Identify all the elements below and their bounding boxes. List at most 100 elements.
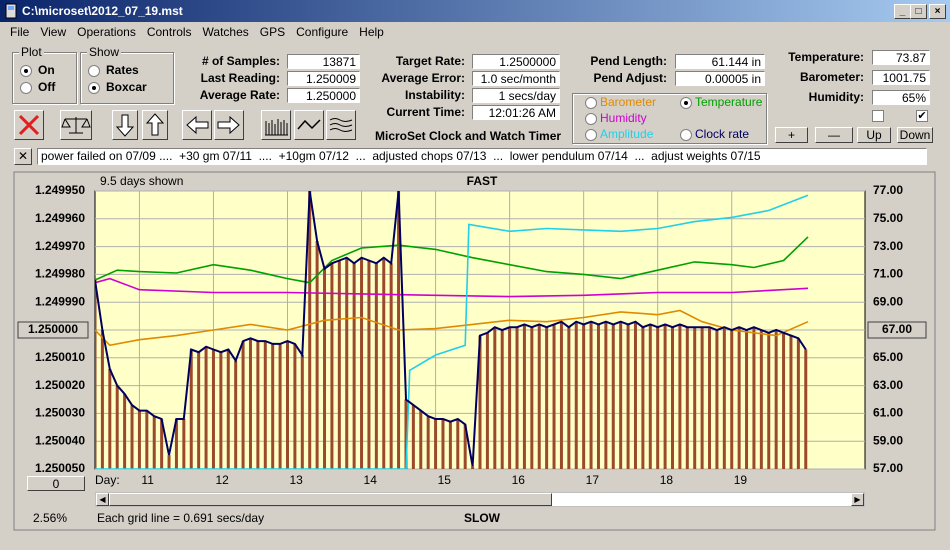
bars-icon (265, 119, 288, 136)
down-button[interactable] (112, 110, 138, 140)
trace-label: Temperature (695, 95, 763, 109)
rate-bar (419, 410, 423, 469)
scroll-left[interactable]: ◀ (96, 493, 109, 506)
radio-button[interactable] (88, 82, 100, 94)
rate-bar (315, 241, 319, 469)
rate-bar (100, 330, 104, 469)
menu-item[interactable]: Help (359, 25, 384, 39)
readout-value: 0.00005 in (675, 71, 765, 86)
y-tick-label: 1.249960 (35, 211, 85, 225)
trace-label: Clock rate (695, 127, 750, 141)
radio-button[interactable] (88, 65, 100, 77)
series-line (95, 191, 807, 467)
rate-bar (604, 321, 608, 469)
menu-item[interactable]: Operations (77, 25, 136, 39)
program-title: MicroSet Clock and Watch Timer (375, 129, 562, 143)
traces-button[interactable] (326, 110, 356, 140)
readout-label: Average Error: (381, 71, 465, 85)
rate-bar (582, 324, 586, 469)
rate-bar (737, 327, 741, 469)
menu-item[interactable]: Configure (296, 25, 349, 39)
rate-bar (745, 330, 749, 469)
rate-bar (678, 324, 682, 469)
maximize-button[interactable]: □ (910, 4, 927, 19)
readout-value: 1001.75 (872, 70, 930, 85)
radio-button[interactable] (20, 65, 32, 77)
up-button[interactable] (142, 110, 168, 140)
left-button[interactable] (182, 110, 212, 140)
corner-value: 2.56% (33, 511, 67, 525)
bars-button[interactable] (261, 110, 291, 140)
y-tick-label: 1.250020 (35, 378, 85, 392)
rate-bar (234, 360, 238, 469)
checkbox[interactable]: ✔ (916, 110, 928, 122)
close-button[interactable]: × (929, 4, 946, 19)
control-button[interactable]: + (775, 127, 808, 143)
rate-bar (434, 418, 438, 469)
readout-value: 1.250000 (287, 88, 360, 103)
rate-bar (271, 343, 275, 469)
offset-box[interactable]: 0 (27, 476, 85, 491)
control-button[interactable]: Down (897, 127, 933, 143)
stop-button[interactable] (14, 110, 44, 140)
balance-button[interactable] (60, 110, 92, 140)
rate-bar (145, 410, 149, 469)
radio-button[interactable] (680, 129, 692, 141)
readout-label: Barometer: (799, 70, 864, 84)
minimize-button[interactable]: _ (894, 4, 911, 19)
y2-tick-label: 61.00 (873, 406, 903, 420)
rate-bar (241, 341, 245, 469)
checkbox[interactable] (872, 110, 884, 122)
rate-bar (485, 332, 489, 469)
line-button[interactable] (294, 110, 324, 140)
plot-group: Plot (12, 45, 77, 104)
readout-value: 12:01:26 AM (472, 105, 560, 120)
menu-item[interactable]: View (40, 25, 67, 39)
center-button (17, 321, 89, 339)
line-icon (297, 119, 321, 130)
x-tick-label: 17 (586, 473, 600, 487)
right-button[interactable] (214, 110, 244, 140)
readout-value: 13871 (287, 54, 360, 69)
control-button[interactable]: — (815, 127, 853, 143)
y2-tick-label: 75.00 (873, 211, 903, 225)
readout-value: 73.87 (872, 50, 930, 65)
readout-value: 1.0 sec/month (472, 71, 560, 86)
radio-button[interactable] (680, 97, 692, 109)
scroll-right[interactable]: ▶ (851, 493, 864, 506)
menu-item[interactable]: Watches (202, 25, 249, 39)
radio-label: Off (38, 80, 56, 94)
readout-label: # of Samples: (201, 54, 280, 68)
radio-button[interactable] (585, 129, 597, 141)
menu-item[interactable]: File (10, 25, 30, 39)
radio-button[interactable] (20, 82, 32, 94)
notes-field[interactable]: power failed on 07/09 .... +30 gm 07/11 … (37, 148, 927, 165)
rate-bar (152, 416, 156, 469)
radio-label: On (38, 63, 55, 77)
series-line (95, 309, 809, 347)
radio-button[interactable] (585, 113, 597, 125)
trace-label: Barometer (600, 95, 657, 109)
rate-bar (708, 327, 712, 469)
control-button[interactable]: Up (857, 127, 891, 143)
rate-bar (478, 335, 482, 469)
rate-bar (789, 335, 793, 469)
title-bar: C:\microset\2012_07_19.mst _ □ × (0, 0, 950, 22)
readout-value: 1.2500000 (472, 54, 560, 69)
rate-bar (189, 349, 193, 469)
menu-item[interactable]: Controls (146, 25, 192, 39)
y2-tick-label: 73.00 (873, 239, 903, 253)
rate-bar (374, 263, 378, 469)
y-tick-label: 1.249950 (35, 183, 85, 197)
rate-bar (611, 324, 615, 469)
scroll-thumb[interactable] (109, 493, 552, 506)
menu-item[interactable]: GPS (259, 25, 286, 39)
rate-bar (722, 327, 726, 469)
rate-bar (411, 405, 415, 469)
rate-bar (197, 352, 201, 469)
group-title: Show (87, 45, 122, 59)
radio-button[interactable] (585, 97, 597, 109)
scrollbar[interactable]: ◀ ▶ (95, 492, 865, 507)
clear-notes-button[interactable]: ✕ (14, 148, 32, 165)
